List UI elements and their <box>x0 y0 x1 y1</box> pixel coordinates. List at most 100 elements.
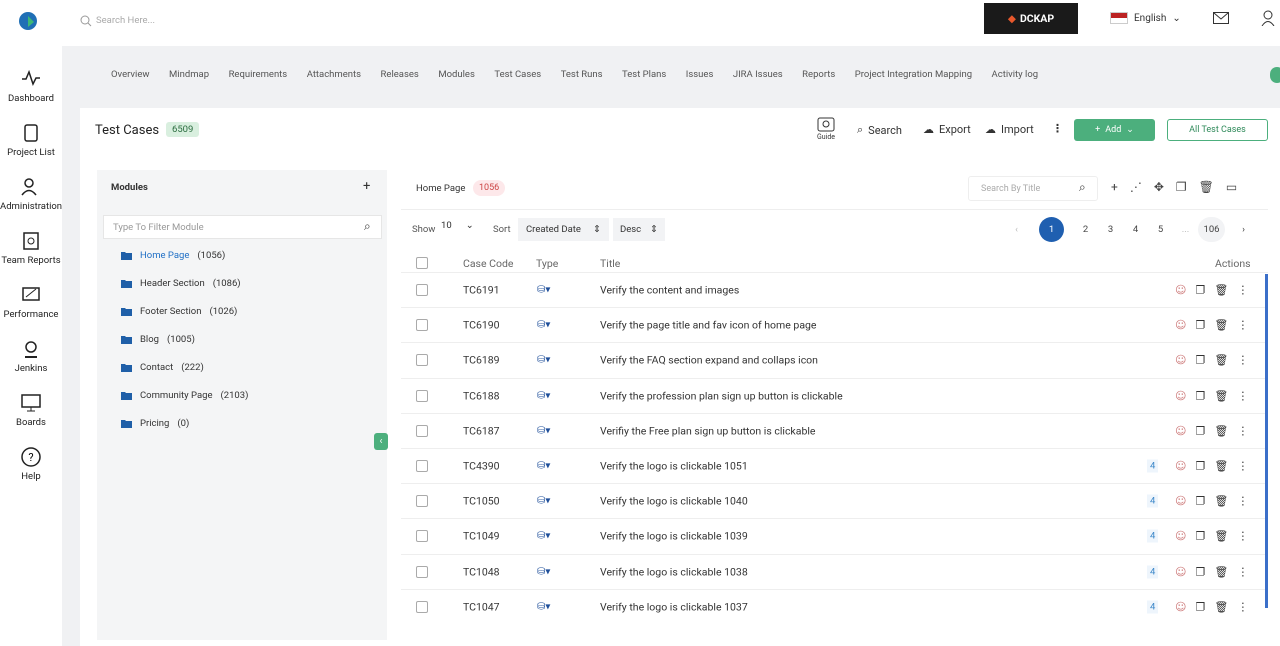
tab[interactable]: Reports <box>802 69 836 80</box>
page-button[interactable]: 3 <box>1107 224 1114 235</box>
order-select[interactable]: Desc ⇕ <box>613 218 665 241</box>
next-page[interactable]: › <box>1242 224 1245 235</box>
sidebar-item[interactable]: Administration <box>0 177 62 212</box>
language-select[interactable]: English ⌄ <box>1110 12 1181 24</box>
sidebar-item[interactable]: Boards <box>0 393 62 428</box>
search-button[interactable]: ⌕ Search <box>857 123 902 137</box>
type-icon[interactable]: ⛁▾ <box>537 390 551 402</box>
case-code[interactable]: TC1049 <box>463 529 500 543</box>
case-title[interactable]: Verify the logo is clickable 1038 <box>600 565 748 579</box>
sidebar-item[interactable]: ? Help <box>0 447 62 482</box>
page-button[interactable]: 1 <box>1039 217 1064 242</box>
tab[interactable]: JIRA Issues <box>732 69 783 80</box>
row-checkbox[interactable] <box>416 389 428 402</box>
case-title[interactable]: Verify the logo is clickable 1037 <box>600 600 748 614</box>
page-button[interactable]: 5 <box>1157 224 1164 235</box>
type-icon[interactable]: ⛁▾ <box>537 425 551 437</box>
icon-comment[interactable]: ▭ <box>1225 180 1238 194</box>
case-code[interactable]: TC1047 <box>463 600 500 614</box>
expand-handle[interactable] <box>1270 67 1280 83</box>
tab[interactable]: Test Cases <box>494 69 542 80</box>
icon-delete[interactable]: 🗑 <box>1198 180 1214 194</box>
sort-select[interactable]: Created Date ⇕ <box>518 218 609 241</box>
type-icon[interactable]: ⛁▾ <box>537 354 551 366</box>
case-title[interactable]: Verifiy the Free plan sign up button is … <box>600 424 816 438</box>
case-code[interactable]: TC6187 <box>463 424 500 438</box>
mail-icon[interactable] <box>1213 12 1229 24</box>
global-search[interactable]: Search Here... <box>96 15 156 26</box>
guide-button[interactable]: Guide <box>816 117 836 141</box>
case-title[interactable]: Verify the FAQ section expand and collap… <box>600 353 818 367</box>
sidebar-item[interactable]: Project List <box>0 123 62 158</box>
tab[interactable]: Requirements <box>228 69 288 80</box>
row-checkbox[interactable] <box>416 600 428 613</box>
row-checkbox[interactable] <box>416 354 428 367</box>
type-icon[interactable]: ⛁▾ <box>537 601 551 613</box>
tab[interactable]: Issues <box>685 69 714 80</box>
case-code[interactable]: TC6190 <box>463 318 500 332</box>
title-search[interactable]: Search By Title ⌕ <box>968 176 1098 201</box>
case-title[interactable]: Verify the content and images <box>600 283 740 297</box>
show-select[interactable]: 10 ⌄ <box>441 220 474 231</box>
case-title[interactable]: Verify the page title and fav icon of ho… <box>600 318 817 332</box>
page-button[interactable]: ... <box>1181 224 1190 235</box>
tab[interactable]: Mindmap <box>169 69 210 80</box>
row-checkbox[interactable] <box>416 565 428 578</box>
sidebar-item[interactable]: Team Reports <box>0 231 62 266</box>
case-code[interactable]: TC1048 <box>463 565 500 579</box>
prev-page[interactable]: ‹ <box>1015 224 1018 235</box>
tab[interactable]: Attachments <box>306 69 362 80</box>
case-code[interactable]: TC1050 <box>463 494 500 508</box>
page-button[interactable]: 4 <box>1132 224 1139 235</box>
export-button[interactable]: ☁ Export <box>923 123 971 136</box>
module-item[interactable]: Footer Section (1026) <box>121 306 237 317</box>
case-code[interactable]: TC4390 <box>463 459 500 473</box>
collapse-button[interactable]: ‹ <box>374 433 388 450</box>
case-code[interactable]: TC6191 <box>463 283 500 297</box>
sidebar-item[interactable]: Dashboard <box>0 69 62 104</box>
import-button[interactable]: ☁ Import <box>985 123 1034 136</box>
case-code[interactable]: TC6189 <box>463 353 500 367</box>
add-module[interactable]: + <box>363 179 371 194</box>
sidebar-item[interactable]: Performance <box>0 285 62 320</box>
case-title[interactable]: Verify the logo is clickable 1039 <box>600 529 748 543</box>
type-icon[interactable]: ⛁▾ <box>537 460 551 472</box>
module-item[interactable]: Home Page (1056) <box>121 250 225 261</box>
row-checkbox[interactable] <box>416 460 428 472</box>
case-code[interactable]: TC6188 <box>463 389 500 403</box>
icon-share[interactable]: ⋰ <box>1129 180 1142 194</box>
icon-move[interactable]: ✥ <box>1153 180 1164 194</box>
tab[interactable]: Releases <box>380 69 419 80</box>
case-title[interactable]: Verify the profession plan sign up butto… <box>600 389 843 403</box>
page-button[interactable]: 106 <box>1198 217 1225 242</box>
case-title[interactable]: Verify the logo is clickable 1040 <box>600 494 748 508</box>
type-icon[interactable]: ⛁▾ <box>537 319 551 331</box>
add-button[interactable]: + Add ⌄ <box>1074 119 1155 141</box>
module-item[interactable]: Pricing (0) <box>121 418 189 429</box>
user-icon[interactable] <box>1261 10 1275 26</box>
tab[interactable]: Overview <box>111 69 150 80</box>
sidebar-item[interactable]: Jenkins <box>0 339 62 374</box>
type-icon[interactable]: ⛁▾ <box>537 566 551 578</box>
more-button[interactable]: ⋮ <box>1052 122 1063 135</box>
type-icon[interactable]: ⛁▾ <box>537 284 551 296</box>
type-icon[interactable]: ⛁▾ <box>537 530 551 542</box>
row-checkbox[interactable] <box>416 284 428 296</box>
row-checkbox[interactable] <box>416 424 428 437</box>
row-checkbox[interactable] <box>416 495 428 508</box>
tab[interactable]: Test Runs <box>560 69 603 80</box>
module-item[interactable]: Contact (222) <box>121 362 204 373</box>
tab[interactable]: Activity log <box>991 69 1039 80</box>
module-item[interactable]: Community Page (2103) <box>121 390 248 401</box>
tab[interactable]: Modules <box>438 69 475 80</box>
page-button[interactable]: 2 <box>1082 224 1089 235</box>
icon-copy[interactable]: ❐ <box>1175 180 1187 194</box>
module-filter[interactable]: Type To Filter Module ⌕ <box>103 215 382 239</box>
module-item[interactable]: Header Section (1086) <box>121 278 241 289</box>
case-title[interactable]: Verify the logo is clickable 1051 <box>600 459 748 473</box>
all-test-cases-button[interactable]: All Test Cases <box>1167 119 1268 141</box>
tab[interactable]: Test Plans <box>622 69 667 80</box>
tab[interactable]: Project Integration Mapping <box>854 69 973 80</box>
type-icon[interactable]: ⛁▾ <box>537 495 551 507</box>
icon-add[interactable]: + <box>1111 180 1118 194</box>
